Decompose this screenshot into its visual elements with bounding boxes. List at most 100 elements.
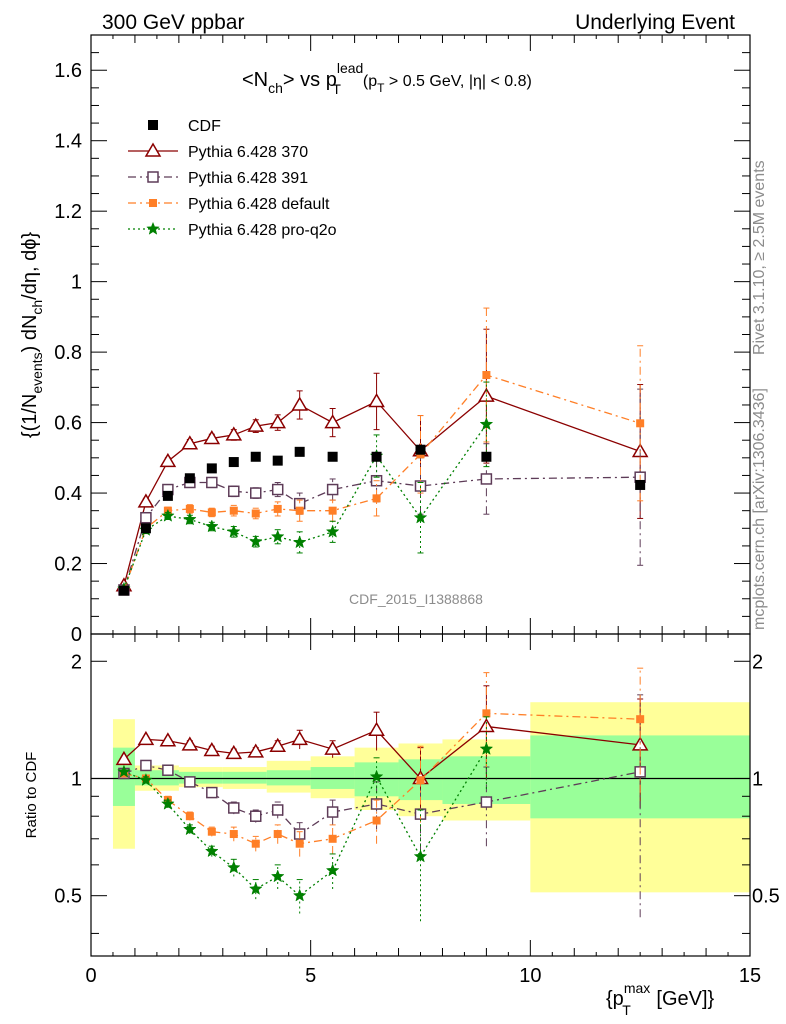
series-point-2: [251, 509, 260, 518]
series-ratio-point-3: [226, 860, 241, 874]
series-ratio-point-0: [159, 732, 177, 747]
ratio-y-tick-label-left: 1: [71, 768, 82, 790]
legend-marker-1: [144, 142, 162, 157]
series-point-1: [206, 476, 218, 489]
series-ratio-point-2: [251, 839, 260, 848]
series-point-2: [295, 506, 304, 515]
series-ratio-point-2: [482, 709, 491, 718]
series-3-ratio: [117, 716, 494, 922]
series-point-1: [480, 473, 493, 485]
series-ratio-point-0: [137, 730, 155, 746]
series-ratio-point-3: [248, 881, 263, 895]
series-ratio-point-1: [184, 776, 196, 788]
series-ratio-point-2: [372, 816, 381, 825]
y-tick-label: 0: [71, 624, 82, 646]
legend-marker-0: [148, 120, 158, 130]
series-ratio-point-3: [183, 822, 197, 836]
cdf-point: [228, 457, 239, 468]
x-tick-label-10: 10: [519, 965, 541, 987]
series-ratio-point-0: [291, 730, 308, 746]
series-ratio-point-3: [117, 764, 131, 778]
series-ratio-point-1: [140, 759, 152, 772]
y-axis-label: {(1/Nevents) dNch/dη, dϕ}: [19, 232, 45, 439]
ratio-y-tick-label-left: 2: [71, 651, 82, 673]
series-point-1: [271, 483, 284, 496]
cdf-point: [327, 451, 338, 462]
series-point-1: [228, 485, 240, 498]
series-ratio-point-2: [229, 830, 238, 839]
series-point-3: [479, 417, 494, 431]
series-point-0: [324, 414, 341, 429]
series-ratio-point-1: [250, 810, 262, 822]
series-ratio-point-0: [181, 736, 199, 751]
series-point-2: [636, 419, 645, 428]
y-tick-label: 0.6: [54, 413, 82, 435]
series-ratio-point-1: [228, 802, 240, 814]
series-point-2: [273, 504, 282, 513]
series-point-3: [248, 534, 263, 548]
ratio-band-inner-4: [266, 770, 311, 786]
ratio-band-inner-3: [222, 771, 267, 784]
ratio-y-tick-label-right: 0.5: [752, 886, 780, 908]
cdf-point: [415, 444, 426, 455]
cdf-point: [206, 463, 217, 474]
legend-marker-2: [147, 171, 159, 183]
y-tick-label: 1.2: [54, 201, 82, 223]
analysis-id: CDF_2015_I1388868: [349, 591, 483, 607]
series-ratio-point-0: [115, 750, 133, 766]
series-ratio-point-0: [203, 742, 221, 757]
series-ratio-point-0: [368, 721, 385, 737]
legend-marker-3: [149, 199, 157, 207]
x-tick-label-5: 5: [305, 965, 316, 987]
series-point-0: [159, 452, 177, 468]
y-tick-label: 0.8: [54, 342, 82, 364]
series-ratio-line-1: [123, 764, 641, 835]
legend-label-0: CDF: [188, 118, 221, 135]
cdf-point: [371, 451, 382, 462]
y-tick-label: 1: [71, 272, 82, 294]
legend-label-2: Pythia 6.428 391: [188, 170, 308, 187]
series-point-3: [270, 529, 285, 543]
series-ratio-point-3: [413, 849, 428, 863]
series-point-2: [328, 506, 337, 515]
series-ratio-point-2: [416, 776, 425, 785]
series-point-2: [185, 504, 194, 513]
series-point-2: [207, 508, 216, 517]
ratio-y-tick-label-right: 2: [752, 651, 763, 673]
series-ratio-point-2: [636, 715, 645, 724]
y-tick-label: 1.6: [54, 60, 82, 82]
main-panel: 0 0.2 0.4 0.6 0.8 1 1.2 1.4 1.6: [54, 34, 751, 646]
legend: CDF Pythia 6.428 370 Pythia 6.428 391 Pythi…: [128, 118, 337, 239]
series-ratio-point-1: [480, 796, 493, 808]
series-ratio-point-3: [204, 844, 219, 858]
series-point-3: [413, 510, 428, 524]
series-ratio-point-3: [161, 796, 175, 810]
series-point-1: [140, 511, 152, 524]
series-point-1: [326, 483, 339, 496]
legend-label-3: Pythia 6.428 default: [188, 196, 330, 213]
reference-points: [118, 444, 646, 596]
series-ratio-point-0: [225, 744, 243, 760]
series-ratio-point-0: [269, 737, 287, 752]
series-ratio-point-2: [185, 812, 194, 821]
series-line-1: [123, 476, 641, 591]
series-ratio-point-1: [326, 806, 339, 818]
series-ratio-point-3: [270, 869, 285, 883]
y-tick-label: 1.4: [54, 131, 82, 153]
series-ratio-point-0: [324, 740, 341, 755]
series-point-3: [292, 535, 307, 549]
series-ratio-point-3: [479, 741, 494, 755]
series-point-3: [183, 512, 197, 526]
series-3-main: [117, 381, 494, 595]
ratio-panel: 0 5 10 15 0.5 0.5 1 1 2 2: [54, 633, 780, 987]
series-ratio-point-2: [328, 834, 337, 843]
legend-label-4: Pythia 6.428 pro-q2o: [188, 222, 337, 239]
header-right: Underlying Event: [575, 11, 735, 34]
series-ratio-point-1: [206, 786, 218, 799]
series-1-ratio: [118, 694, 646, 918]
series-line-0: [123, 395, 641, 586]
series-ratio-point-2: [207, 827, 216, 836]
series-point-0: [291, 396, 308, 411]
series-ratio-point-1: [271, 804, 284, 816]
